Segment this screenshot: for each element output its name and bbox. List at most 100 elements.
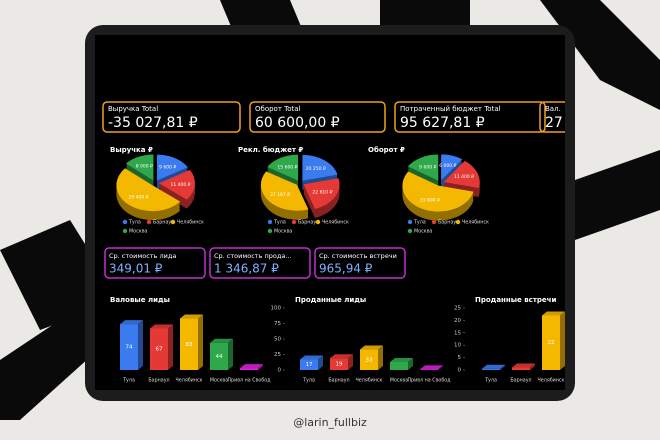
bar: [542, 315, 560, 370]
kpi-card: [102, 101, 241, 133]
legend-dot: [122, 219, 128, 225]
bar-side: [500, 364, 505, 370]
x-tick-label: Москва: [390, 378, 408, 384]
legend-dot: [291, 219, 297, 225]
legend-dot: [455, 219, 461, 225]
chart-title: Рекл. бюджет ₽: [238, 146, 303, 154]
bar-top: [420, 365, 443, 370]
chart-title: Проданные лиды: [295, 296, 366, 304]
bar: [120, 324, 138, 370]
x-tick-label: Тула: [122, 378, 135, 384]
bar-value-label: 67: [156, 347, 163, 353]
bar-side: [560, 311, 565, 370]
y-tick-label: 100: [271, 306, 282, 312]
legend-label: Москва: [129, 229, 147, 235]
slice-label: 20 250 ₽: [306, 166, 326, 172]
pie-slice: [443, 160, 480, 188]
y-tick-label: 10: [454, 343, 461, 349]
pie-slice: [267, 154, 299, 181]
legend-label: Тула: [273, 220, 286, 226]
bar-top: [240, 364, 263, 369]
kpi-card: [249, 101, 386, 133]
y-tick-label: 50: [274, 337, 281, 343]
kpi-value: 27: [545, 115, 563, 131]
legend-dot: [431, 219, 437, 225]
bar-side: [258, 364, 263, 370]
y-tick-label: 25: [454, 306, 461, 312]
legend-dot: [267, 219, 273, 225]
bar-value-label: 74: [126, 345, 133, 351]
slice-label: 15 600 ₽: [277, 164, 297, 170]
bar-value-label: 17: [306, 362, 313, 368]
kpi-value: -35 027,81 ₽: [108, 115, 198, 131]
kpi-label: Вал.: [545, 105, 561, 113]
avg-value: 349,01 ₽: [109, 262, 163, 276]
kpi-value: 95 627,81 ₽: [400, 115, 485, 131]
y-tick-label: 20: [454, 318, 461, 324]
y-tick-label: 5: [458, 355, 462, 361]
x-tick-label: Привл на Свобод: [407, 378, 451, 384]
x-tick-label: Челябинск: [538, 378, 565, 384]
pie-slice: [126, 154, 154, 181]
kpi-value: 60 600,00 ₽: [255, 115, 340, 131]
legend-label: Москва: [414, 229, 432, 235]
bar-value-label: 83: [186, 342, 193, 348]
kpi-card: [394, 101, 546, 133]
legend-dot: [407, 219, 413, 225]
x-tick-label: Тула: [302, 378, 315, 384]
bar-side: [408, 357, 413, 370]
bar-side: [228, 338, 233, 370]
kpi-label: Потраченный бюджет Total: [400, 105, 501, 113]
legend-dot: [267, 228, 273, 234]
pie-slice: [441, 154, 463, 181]
legend-dot: [315, 219, 321, 225]
avg-card: [209, 247, 311, 279]
bar-top: [360, 345, 383, 350]
bar: [240, 368, 258, 370]
legend-dot: [122, 228, 128, 234]
slice-label: 33 600 ₽: [420, 197, 440, 203]
legend-label: Челябинск: [322, 220, 349, 226]
slice-label: 9 600 ₽: [159, 164, 176, 170]
slice-label: 6 000 ₽: [439, 163, 456, 169]
avg-label: Ср. стоимость встречи: [319, 252, 397, 260]
avg-card: [104, 247, 206, 279]
avg-value: 1 346,87 ₽: [214, 262, 279, 276]
bar: [180, 318, 198, 370]
bar-top: [542, 311, 565, 316]
y-tick-label: 15: [454, 330, 461, 336]
slice-label: 11 400 ₽: [454, 174, 474, 180]
pie-slice: [156, 154, 188, 181]
bar-side: [318, 355, 323, 370]
pie-slice: [158, 169, 195, 200]
legend-dot: [407, 228, 413, 234]
bar: [482, 368, 500, 370]
legend-label: Барнаул: [298, 220, 319, 226]
slice-label: 37 167 ₽: [270, 192, 290, 198]
bar-top: [210, 338, 233, 343]
bar-value-label: 44: [216, 354, 223, 360]
y-tick-label: 25: [274, 352, 281, 358]
pie-slice: [303, 178, 340, 209]
legend-label: Челябинск: [177, 220, 204, 226]
pie-slice: [402, 171, 474, 212]
x-tick-label: Барнаул: [148, 378, 169, 384]
bar-side: [438, 365, 443, 370]
bar-side: [138, 320, 143, 370]
y-tick-label: 0: [458, 368, 462, 374]
bar-top: [300, 355, 323, 360]
kpi-label: Выручка Total: [108, 105, 158, 113]
avg-card: [314, 247, 406, 279]
bar-value-label: 22: [548, 340, 555, 346]
y-tick-label: 75: [274, 321, 281, 327]
slice-label: 22 610 ₽: [312, 189, 332, 195]
dashboard: Выручка Total -35 027,81 ₽ Оборот Total 60 …: [102, 101, 565, 384]
bar: [360, 349, 378, 370]
kpi-label: Оборот Total: [255, 105, 301, 113]
avg-value: 965,94 ₽: [319, 262, 373, 276]
chart-title: Валовые лиды: [110, 296, 170, 304]
legend-label: Москва: [274, 229, 292, 235]
legend-label: Тула: [128, 220, 141, 226]
bar: [300, 359, 318, 370]
